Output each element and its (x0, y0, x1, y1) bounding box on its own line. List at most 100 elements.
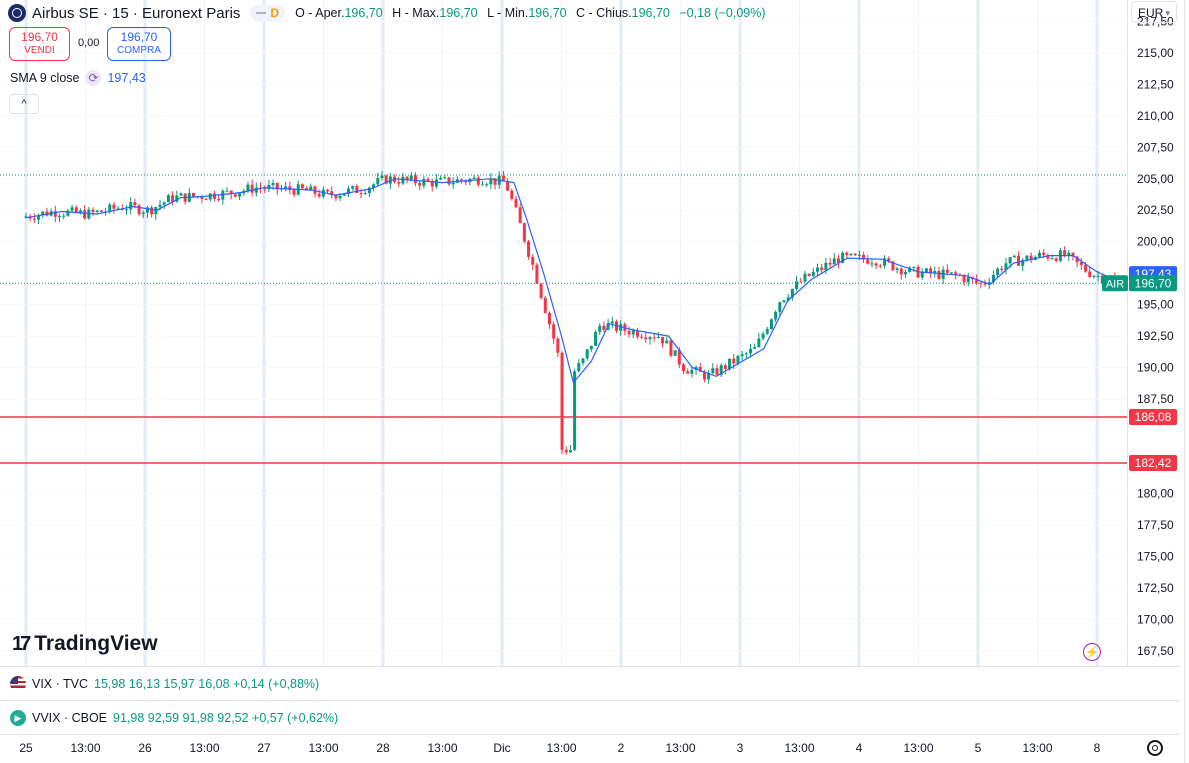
candle-body (108, 204, 112, 212)
candle-body (204, 198, 208, 200)
price-axis: 217,50 215,00 212,50 210,00 207,50 205,00 202,… (1137, 14, 1174, 657)
candle-body (631, 330, 635, 335)
candle-body (690, 369, 694, 374)
candle-body (501, 175, 505, 182)
symbol-title[interactable]: Airbus SE · 15 · Euronext Paris (32, 4, 241, 22)
market-status-pill[interactable]: D (250, 5, 286, 21)
change-value: −0,18 (−0,09%) (679, 6, 766, 20)
candle-body (489, 178, 493, 185)
candle-body (640, 336, 644, 338)
y-tick-label: 177,50 (1137, 518, 1174, 532)
candle-body (677, 350, 681, 365)
candle-body (284, 186, 288, 189)
settings-gear-icon[interactable] (1147, 740, 1163, 756)
candle-body (996, 268, 1000, 275)
candle-body (250, 184, 254, 193)
candle-body (807, 273, 811, 277)
candle-body (702, 371, 706, 380)
candle-body (891, 261, 895, 271)
candle-body (673, 350, 677, 356)
candle-body (979, 282, 983, 284)
candle-body (317, 193, 321, 197)
y-tick-label: 172,50 (1137, 581, 1174, 595)
candle-body (728, 358, 732, 370)
vertical-grid (24, 0, 1099, 666)
candle-body (263, 188, 267, 190)
buy-button[interactable]: 196,70 COMPRA (107, 27, 171, 61)
candle-body (175, 195, 179, 202)
x-tick-label: 13:00 (784, 741, 814, 755)
indicator-vix[interactable]: VIX · TVC 15,98 16,13 15,97 16,08 +0,14 … (10, 674, 319, 694)
candle-body (338, 195, 342, 199)
candle-body (908, 267, 912, 272)
sma-legend[interactable]: SMA 9 close ⟳ 197,43 (10, 70, 146, 86)
candle-body (790, 288, 794, 298)
loading-cycle-icon: ⟳ (85, 70, 102, 86)
indicator-vvix[interactable]: ▶ VVIX · CBOE 91,98 92,59 91,98 92,52 +0… (10, 708, 338, 728)
x-tick-label: 13:00 (546, 741, 576, 755)
candle-body (1096, 275, 1100, 277)
candle-body (1037, 252, 1041, 257)
symbol-tag (1102, 275, 1128, 292)
candle-body (531, 256, 535, 265)
candle-body (903, 271, 907, 275)
candle-body (723, 365, 727, 370)
candle-body (413, 175, 417, 183)
candle-body (70, 207, 74, 211)
candle-body (929, 268, 933, 274)
candle-body (221, 190, 225, 200)
collapse-legend-button[interactable]: ^ (9, 94, 39, 114)
candle-body (208, 193, 212, 200)
sell-button[interactable]: 196,70 VENDI (9, 27, 70, 61)
candle-body (179, 193, 183, 196)
price-label-bg (1129, 275, 1177, 292)
candle-body (309, 186, 313, 191)
candle-body (933, 270, 937, 274)
candle-body (37, 215, 41, 220)
candle-body (816, 267, 820, 272)
x-tick-label: 2 (618, 741, 625, 755)
candle-body (619, 324, 623, 331)
candle-body (288, 186, 292, 191)
candle-body (158, 204, 162, 208)
x-tick-label: 13:00 (903, 741, 933, 755)
high-value: 196,70 (439, 6, 478, 20)
candle-body (137, 205, 141, 215)
candle-body (439, 177, 443, 180)
candle-body (786, 297, 790, 301)
indicator-values: 15,98 16,13 15,97 16,08 +0,14 (+0,88%) (94, 677, 320, 691)
candle-body (409, 175, 413, 180)
candle-body (874, 263, 878, 266)
candles (24, 170, 1117, 455)
candle-body (522, 223, 526, 242)
candle-body (434, 179, 438, 187)
candle-body (112, 204, 116, 209)
sell-price: 196,70 (21, 30, 58, 44)
candle-body (66, 210, 70, 216)
candle-body (225, 190, 229, 192)
candle-body (778, 302, 782, 312)
candle-body (644, 337, 648, 340)
candle-body (799, 281, 803, 283)
y-tick-label: 215,00 (1137, 46, 1174, 60)
currency-selector[interactable]: EUR ▾ (1131, 1, 1177, 23)
x-tick-label: 13:00 (189, 741, 219, 755)
candle-body (950, 272, 954, 274)
candle-body (832, 258, 836, 265)
candle-body (91, 209, 95, 213)
lightning-icon[interactable]: ⚡ (1083, 643, 1101, 661)
candle-body (585, 349, 589, 359)
candle-body (744, 353, 748, 355)
candle-body (991, 274, 995, 283)
candle-body (862, 254, 866, 260)
sma-value: 197,43 (107, 71, 146, 85)
candle-body (698, 366, 702, 372)
open-value: 196,70 (344, 6, 383, 20)
candle-body (443, 177, 447, 179)
candle-body (275, 182, 279, 190)
candle-body (24, 216, 28, 218)
candle-body (1004, 263, 1008, 271)
x-tick-label: 13:00 (427, 741, 457, 755)
candle-body (899, 268, 903, 275)
